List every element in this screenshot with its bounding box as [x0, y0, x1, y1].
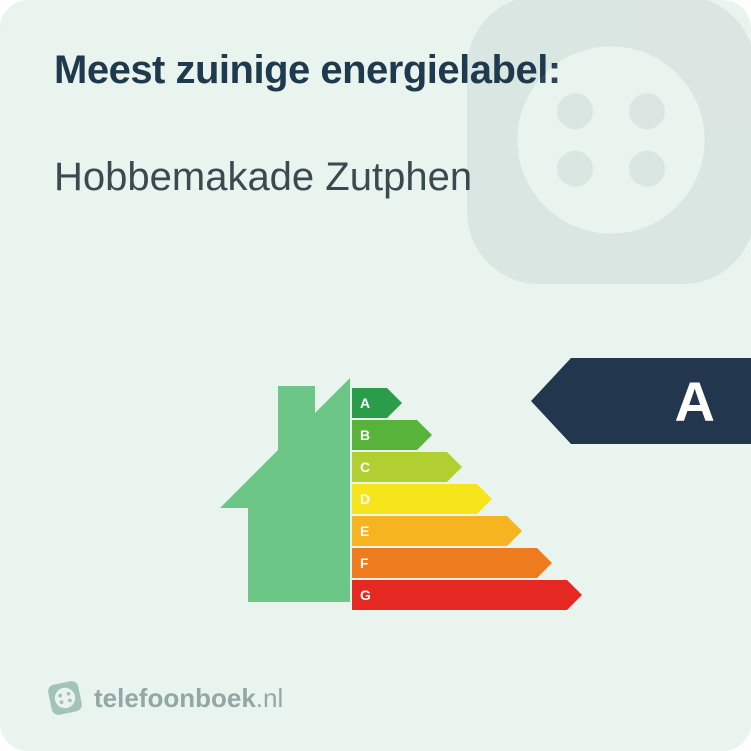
bar-arrow-icon: [352, 484, 492, 514]
bar-arrow-icon: [352, 580, 582, 610]
result-badge: A: [531, 358, 751, 444]
phone-dial-icon: [45, 678, 85, 718]
bar-arrow-icon: [352, 548, 552, 578]
bar-label: G: [360, 580, 371, 610]
card-subtitle: Hobbemakade Zutphen: [54, 155, 697, 200]
result-badge-shape: [531, 358, 751, 444]
bar-label: D: [360, 484, 370, 514]
energy-label-card: Meest zuinige energielabel: Hobbemakade …: [0, 0, 751, 751]
bar-label: C: [360, 452, 370, 482]
bar-label: B: [360, 420, 370, 450]
footer-text: telefoonboek.nl: [94, 683, 283, 714]
footer-brand-bold: telefoonboek: [94, 683, 256, 713]
card-title: Meest zuinige energielabel:: [54, 48, 697, 93]
footer-brand: telefoonboek.nl: [48, 681, 283, 715]
house-icon: [160, 378, 350, 602]
footer-brand-light: .nl: [256, 683, 283, 713]
result-letter: A: [675, 358, 715, 444]
bar-label: A: [360, 388, 370, 418]
bar-arrow-icon: [352, 516, 522, 546]
bar-label: F: [360, 548, 369, 578]
bar-label: E: [360, 516, 369, 546]
